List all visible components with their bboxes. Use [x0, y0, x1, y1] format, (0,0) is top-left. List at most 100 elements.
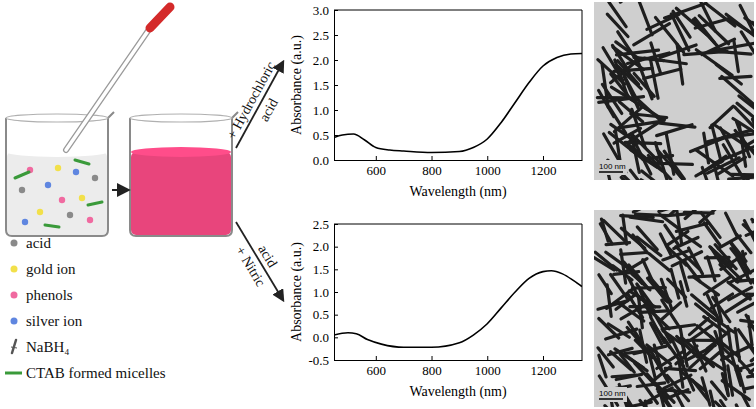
nanorod	[609, 2, 626, 27]
x-axis: 60080010001200	[335, 356, 583, 378]
x-tick-label: 1000	[475, 363, 501, 378]
legend-symbol	[11, 347, 17, 348]
nanorod	[711, 294, 732, 308]
nanorod	[722, 77, 754, 105]
nanorod	[633, 235, 648, 253]
nanorod	[723, 145, 744, 180]
legend-item: NaBH₄	[11, 339, 70, 355]
nanorod	[612, 375, 636, 377]
nanorod	[605, 406, 627, 407]
x-tick: 800	[422, 156, 442, 178]
nanorod	[671, 14, 689, 50]
particle	[37, 209, 43, 215]
particle	[55, 165, 61, 171]
x-tick-label: 600	[367, 363, 387, 378]
nanorod	[745, 382, 754, 389]
y-tick-label: -0.5	[308, 353, 329, 368]
nanorod	[666, 246, 686, 265]
y-tick: 1.5	[313, 78, 338, 93]
y-tick-mark	[334, 10, 338, 11]
y-tick-label: 2.5	[313, 217, 329, 232]
y-tick-label: 2.5	[313, 28, 329, 43]
nanorod	[629, 291, 655, 307]
legend-item: acid	[11, 235, 52, 251]
arrow-label-line: + Nitric	[233, 244, 269, 289]
nanorod	[741, 32, 754, 63]
particle	[45, 182, 51, 188]
nanorod	[629, 265, 649, 289]
plot-area	[334, 54, 582, 153]
nanorod	[632, 286, 665, 290]
nanorod	[677, 336, 698, 357]
nanorod	[608, 324, 629, 337]
y-tick: 0.0	[313, 330, 338, 345]
particle	[19, 187, 25, 193]
y-tick-mark	[334, 315, 338, 316]
nanorod	[618, 32, 637, 62]
legend-symbol	[11, 266, 18, 273]
x-tick: 1200	[530, 156, 556, 178]
nanorod	[687, 339, 715, 342]
nanorod	[626, 402, 641, 407]
x-tick-label: 1200	[530, 163, 556, 178]
y-tick-mark	[334, 224, 338, 225]
nanorod	[729, 19, 754, 41]
x-axis-line	[335, 160, 583, 161]
beaker-solution	[130, 112, 238, 236]
nanorod	[640, 330, 647, 362]
pipette-tube-inner	[66, 28, 150, 150]
liquid-surface	[131, 147, 231, 157]
nanorod	[741, 320, 754, 324]
nanorod	[728, 327, 732, 356]
arrow-label: + Hydrochloricacid	[224, 59, 296, 151]
legend-symbol	[12, 340, 16, 353]
y-tick-label: 3.0	[313, 3, 329, 18]
y-tick: 2.5	[313, 28, 338, 43]
y-tick: 3.0	[313, 3, 338, 18]
nanorod	[726, 213, 738, 237]
y-tick-mark	[334, 269, 338, 270]
x-tick-mark	[432, 356, 433, 360]
y-tick-mark	[334, 35, 338, 36]
y-tick: 1.0	[313, 285, 338, 300]
nanorod	[737, 366, 744, 392]
nanorod	[724, 362, 728, 394]
nanorod	[731, 249, 750, 273]
nanorod	[599, 355, 606, 377]
tem-image: 100 nm	[594, 0, 756, 211]
x-axis-title: Wavelength (nm)	[409, 384, 507, 400]
x-tick: 1000	[475, 156, 501, 178]
x-axis: 60080010001200	[335, 156, 583, 178]
x-tick: 600	[367, 356, 387, 378]
legend-label: NaBH₄	[26, 339, 70, 355]
y-tick-label: 2.0	[313, 239, 329, 254]
nanorod	[738, 296, 754, 312]
arrow	[112, 189, 128, 191]
nanorod	[624, 351, 648, 354]
nanorod	[681, 265, 688, 291]
nanorod	[609, 132, 643, 159]
plot-frame	[334, 10, 582, 160]
nanorod	[641, 180, 669, 181]
nanorod	[623, 73, 637, 100]
nanorod	[668, 156, 688, 180]
y-tick: 0.0	[313, 153, 338, 168]
nanorod	[599, 275, 611, 294]
spectrum-line	[334, 54, 582, 153]
y-tick: 2.0	[313, 239, 338, 254]
x-tick-mark	[432, 156, 433, 160]
nanorod	[639, 2, 652, 35]
legend-item: CTAB formed micelles	[5, 365, 166, 381]
schematic: acidgold ionphenolssilver ionNaBH₄CTAB f…	[5, 7, 296, 381]
y-tick-label: 1.0	[313, 103, 329, 118]
arrow-label: acid+ Nitric	[233, 233, 286, 289]
pipette-tube	[66, 28, 150, 150]
nanorod	[689, 248, 703, 274]
nanorod	[627, 327, 649, 352]
tem-rods	[594, 210, 754, 407]
nanorod	[711, 43, 754, 51]
nanorod	[657, 125, 692, 136]
y-axis-title: Absorbance (a.u.)	[289, 35, 305, 135]
y-tick: -0.5	[308, 353, 338, 368]
scale-bar	[599, 171, 623, 173]
